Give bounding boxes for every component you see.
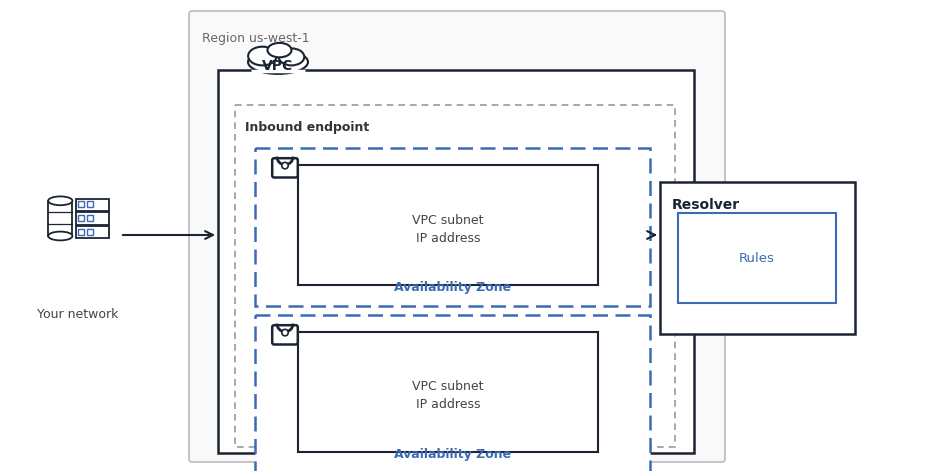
Ellipse shape xyxy=(248,50,308,74)
Bar xyxy=(78,215,84,221)
Bar xyxy=(255,148,649,306)
FancyBboxPatch shape xyxy=(272,325,298,344)
Text: Rules: Rules xyxy=(738,252,774,265)
Ellipse shape xyxy=(267,43,291,57)
Bar xyxy=(218,70,693,453)
FancyBboxPatch shape xyxy=(272,158,298,178)
Text: VPC subnet
IP address: VPC subnet IP address xyxy=(412,381,483,412)
Circle shape xyxy=(282,329,288,336)
Ellipse shape xyxy=(48,196,72,205)
Bar xyxy=(678,213,835,303)
Text: Availability Zone: Availability Zone xyxy=(394,281,511,294)
Bar xyxy=(86,201,93,207)
Text: Inbound endpoint: Inbound endpoint xyxy=(245,121,369,134)
Bar xyxy=(298,165,597,285)
Bar xyxy=(78,229,84,235)
Ellipse shape xyxy=(248,47,276,65)
Bar xyxy=(76,199,108,211)
Text: Your network: Your network xyxy=(37,308,119,321)
Text: VPC subnet
IP address: VPC subnet IP address xyxy=(412,213,483,244)
Ellipse shape xyxy=(48,232,72,240)
Circle shape xyxy=(282,162,288,169)
Text: Availability Zone: Availability Zone xyxy=(394,448,511,461)
Bar xyxy=(86,229,93,235)
Bar xyxy=(255,315,649,471)
FancyBboxPatch shape xyxy=(189,11,724,462)
Bar xyxy=(235,105,674,447)
Bar xyxy=(659,182,854,334)
Bar xyxy=(76,227,108,238)
Bar xyxy=(298,332,597,452)
Bar xyxy=(48,201,72,236)
Text: Resolver: Resolver xyxy=(671,198,740,212)
Bar xyxy=(78,201,84,207)
Bar xyxy=(86,215,93,221)
Text: VPC: VPC xyxy=(262,59,293,73)
Text: Region us-west-1: Region us-west-1 xyxy=(202,32,310,45)
Bar xyxy=(76,212,108,225)
Ellipse shape xyxy=(278,49,304,65)
